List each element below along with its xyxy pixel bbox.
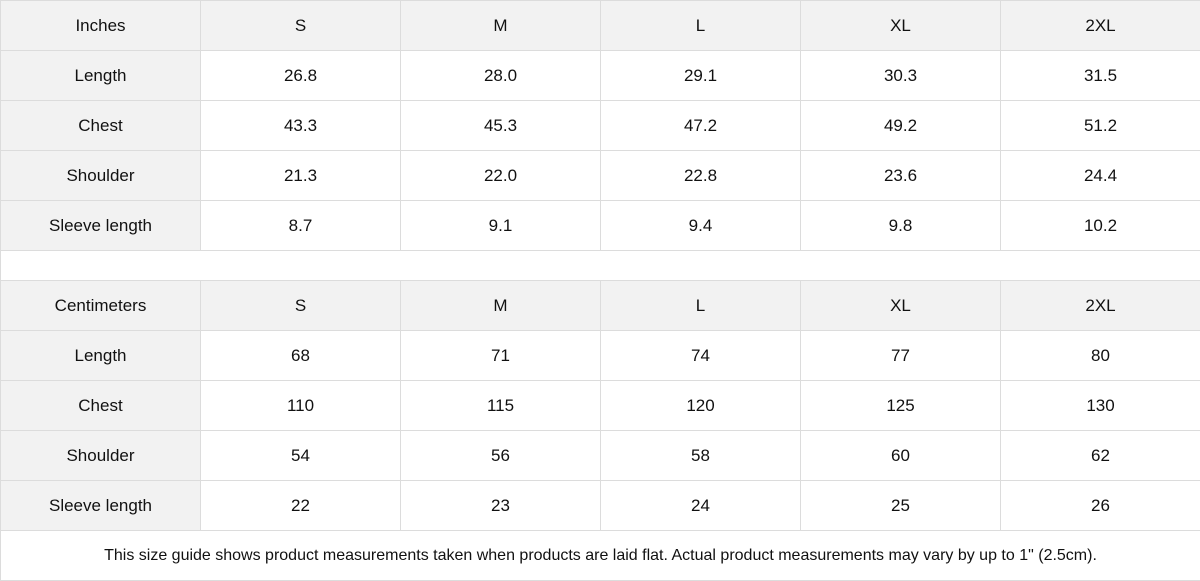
note-row: This size guide shows product measuremen… <box>1 531 1200 581</box>
measurement-value: 130 <box>1001 381 1200 431</box>
measurement-value: 30.3 <box>801 51 1001 101</box>
measurement-value: 21.3 <box>201 151 401 201</box>
measurement-value: 24 <box>601 481 801 531</box>
measurement-value: 62 <box>1001 431 1200 481</box>
measurement-value: 26 <box>1001 481 1200 531</box>
size-header: L <box>601 281 801 331</box>
measurement-value: 23.6 <box>801 151 1001 201</box>
size-header: L <box>601 1 801 51</box>
measurement-value: 110 <box>201 381 401 431</box>
measurement-value: 56 <box>401 431 601 481</box>
measurement-label: Chest <box>1 101 201 151</box>
size-header: M <box>401 1 601 51</box>
measurement-value: 10.2 <box>1001 201 1200 251</box>
measurement-value: 49.2 <box>801 101 1001 151</box>
size-guide-note: This size guide shows product measuremen… <box>1 531 1200 581</box>
measurement-label: Length <box>1 51 201 101</box>
size-header: S <box>201 1 401 51</box>
size-header: M <box>401 281 601 331</box>
measurement-value: 25 <box>801 481 1001 531</box>
measurement-value: 31.5 <box>1001 51 1200 101</box>
measurement-label: Shoulder <box>1 431 201 481</box>
measurement-label: Chest <box>1 381 201 431</box>
measurement-value: 9.1 <box>401 201 601 251</box>
measurement-value: 8.7 <box>201 201 401 251</box>
size-header: XL <box>801 1 1001 51</box>
measurement-value: 9.8 <box>801 201 1001 251</box>
measurement-value: 51.2 <box>1001 101 1200 151</box>
table-spacer <box>1 251 1200 281</box>
measurement-value: 54 <box>201 431 401 481</box>
spacer-cell <box>1 251 1200 281</box>
measurement-value: 58 <box>601 431 801 481</box>
measurement-value: 45.3 <box>401 101 601 151</box>
measurement-label: Shoulder <box>1 151 201 201</box>
measurement-label: Sleeve length <box>1 481 201 531</box>
size-header: S <box>201 281 401 331</box>
measurement-value: 22 <box>201 481 401 531</box>
measurement-value: 120 <box>601 381 801 431</box>
measurement-value: 60 <box>801 431 1001 481</box>
measurement-value: 77 <box>801 331 1001 381</box>
measurement-value: 9.4 <box>601 201 801 251</box>
measurement-value: 23 <box>401 481 601 531</box>
measurement-value: 28.0 <box>401 51 601 101</box>
measurement-value: 29.1 <box>601 51 801 101</box>
measurement-value: 43.3 <box>201 101 401 151</box>
measurement-value: 115 <box>401 381 601 431</box>
measurement-value: 74 <box>601 331 801 381</box>
measurement-value: 24.4 <box>1001 151 1200 201</box>
measurement-value: 80 <box>1001 331 1200 381</box>
unit-header: Centimeters <box>1 281 201 331</box>
size-header: 2XL <box>1001 1 1200 51</box>
measurement-value: 26.8 <box>201 51 401 101</box>
size-header: 2XL <box>1001 281 1200 331</box>
measurement-value: 47.2 <box>601 101 801 151</box>
unit-header: Inches <box>1 1 201 51</box>
measurement-value: 68 <box>201 331 401 381</box>
measurement-value: 125 <box>801 381 1001 431</box>
measurement-label: Length <box>1 331 201 381</box>
measurement-value: 71 <box>401 331 601 381</box>
measurement-value: 22.8 <box>601 151 801 201</box>
measurement-value: 22.0 <box>401 151 601 201</box>
measurement-label: Sleeve length <box>1 201 201 251</box>
size-header: XL <box>801 281 1001 331</box>
